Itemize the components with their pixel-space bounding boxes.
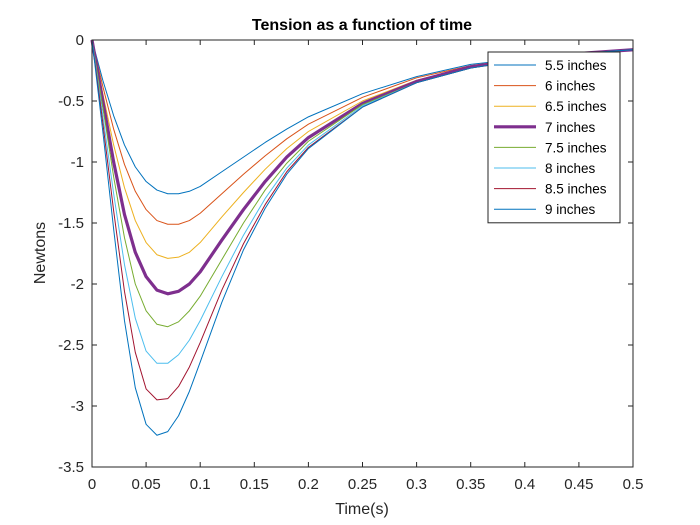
series-line-1 [91, 39, 634, 195]
x-tick-label: 0.25 [348, 476, 377, 493]
x-axis-label: Time(s) [335, 501, 389, 518]
series-line-2 [91, 39, 634, 225]
series-line-4 [90, 39, 634, 296]
legend-label-3: 6.5 inches [545, 99, 607, 114]
plot-area: 0 0.05 0.1 0.15 0.2 0.25 0.3 0.35 0.4 0.45 0.5 0 -0.… [58, 32, 643, 493]
legend-label-7: 8.5 inches [545, 182, 607, 197]
x-tick-label: 0.3 [406, 476, 427, 493]
axes-layer: 0 0.05 0.1 0.15 0.2 0.25 0.3 0.35 0.4 0.45 0.5 0 -0.… [58, 32, 643, 493]
legend-label-4: 7 inches [545, 120, 596, 135]
legend-label-1: 5.5 inches [545, 58, 607, 73]
legend-label-8: 9 inches [545, 202, 596, 217]
x-tick-label: 0.05 [131, 476, 160, 493]
x-tick-label: 0.35 [456, 476, 485, 493]
x-tick-label: 0.2 [298, 476, 319, 493]
y-axis-label: Newtons [32, 222, 49, 284]
legend: 5.5 inches 6 inches 6.5 inches 7 inches 7.5 … [487, 51, 621, 224]
y-tick-label: -3.5 [58, 459, 84, 476]
x-tick-label: 0.1 [190, 476, 211, 493]
y-tick-label: 0 [76, 32, 84, 49]
y-tick-label: -0.5 [58, 93, 84, 110]
legend-label-6: 8 inches [545, 161, 596, 176]
x-tick-label: 0.15 [240, 476, 269, 493]
y-tick-label: -2 [71, 276, 84, 293]
legend-box [487, 51, 621, 224]
series-line-8 [91, 39, 634, 436]
x-tick-label: 0.45 [564, 476, 593, 493]
legend-label-2: 6 inches [545, 79, 596, 94]
y-tick-label: -3 [71, 398, 84, 415]
x-tick-label: 0.5 [623, 476, 644, 493]
series-layer [90, 39, 634, 436]
chart-title: Tension as a function of time [252, 17, 472, 34]
x-tick-label: 0.4 [514, 476, 535, 493]
x-tick-label: 0 [88, 476, 96, 493]
y-tick-label: -1 [71, 154, 84, 171]
y-tick-label: -1.5 [58, 215, 84, 232]
y-tick-label: -2.5 [58, 337, 84, 354]
legend-label-5: 7.5 inches [545, 140, 607, 155]
